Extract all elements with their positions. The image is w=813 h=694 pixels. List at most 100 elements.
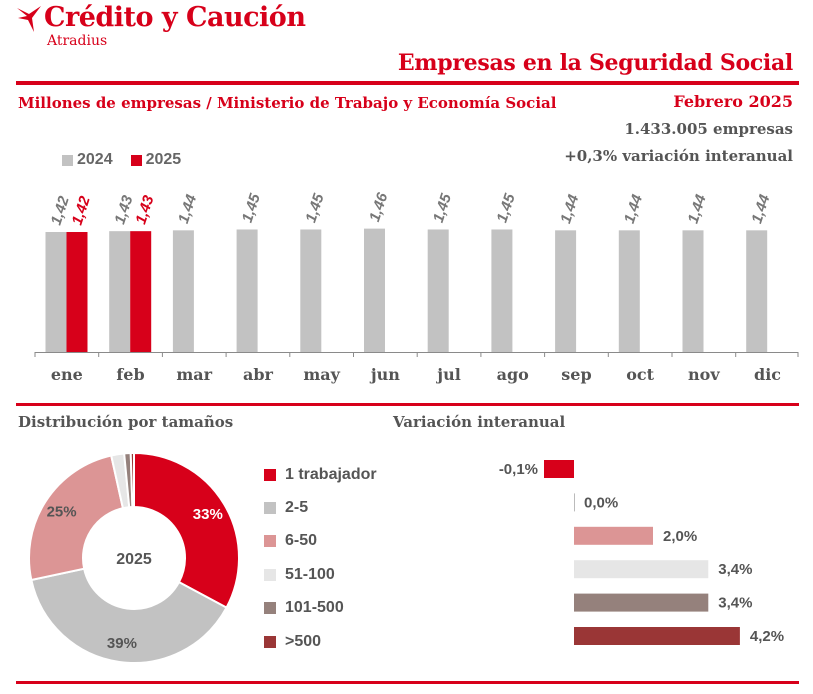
variation-label: -0,1% bbox=[499, 461, 538, 478]
size-label: 6-50 bbox=[285, 532, 318, 550]
brand-logo bbox=[16, 4, 42, 39]
size-legend-item: 6-50 bbox=[264, 525, 377, 558]
variation-bar-6 bbox=[574, 627, 740, 645]
brand-sub: Atradius bbox=[47, 33, 108, 49]
bar-2024-jun bbox=[364, 228, 385, 352]
x-tick-label: oct bbox=[626, 365, 654, 384]
size-label: 51-100 bbox=[285, 565, 335, 583]
x-tick-label: feb bbox=[116, 365, 144, 384]
distribution-title: Distribución por tamaños bbox=[18, 413, 234, 431]
header-rule bbox=[16, 81, 799, 85]
data-label-2024: 1,44 bbox=[621, 192, 646, 226]
x-tick-label: abr bbox=[243, 365, 274, 384]
bar-2024-ago bbox=[491, 229, 513, 352]
data-label-2024: 1,45 bbox=[430, 191, 455, 225]
size-legend-item: 51-100 bbox=[264, 558, 377, 591]
x-tick-label: ago bbox=[497, 365, 530, 384]
bar-2024-nov bbox=[682, 230, 704, 352]
variation-label: 3,4% bbox=[718, 595, 752, 612]
page-title: Empresas en la Seguridad Social bbox=[397, 50, 793, 76]
size-legend-item: >500 bbox=[264, 625, 377, 658]
size-label: 1 trabajador bbox=[285, 465, 377, 483]
bar-2024-abr bbox=[236, 229, 258, 352]
data-label-2025: 1,43 bbox=[132, 193, 157, 227]
x-tick-label: jun bbox=[369, 365, 400, 384]
variation-bar-4 bbox=[574, 560, 709, 579]
variation-label: 3,4% bbox=[718, 561, 752, 578]
variation-bar-2 bbox=[574, 493, 575, 512]
variation-label: 4,2% bbox=[750, 628, 784, 645]
x-tick-label: nov bbox=[688, 365, 720, 384]
variation-title: Variación interanual bbox=[393, 413, 566, 431]
size-swatch bbox=[264, 602, 276, 615]
legend-swatch-2024 bbox=[62, 154, 73, 166]
donut-slice-5 bbox=[123, 452, 134, 509]
legend-swatch-2025 bbox=[130, 154, 142, 166]
bar-2024-ene bbox=[45, 232, 67, 352]
bar-2024-sep bbox=[555, 230, 577, 352]
stat-variation: +0,3% variación interanual bbox=[564, 147, 793, 165]
data-label-2025: 1,42 bbox=[69, 194, 94, 228]
x-tick-label: dic bbox=[754, 365, 781, 384]
slice-label: 39% bbox=[107, 635, 137, 652]
variation-bar-3 bbox=[574, 526, 653, 545]
size-swatch bbox=[264, 635, 276, 648]
data-label-2024: 1,44 bbox=[685, 192, 710, 226]
monthly-bar-chart: ene1,421,42feb1,431,43mar1,44abr1,45may1… bbox=[34, 190, 799, 384]
legend-label-2025: 2025 bbox=[145, 151, 182, 168]
size-swatch bbox=[264, 535, 276, 548]
stat-total: 1.433.005 empresas bbox=[624, 120, 793, 138]
donut-slice-4 bbox=[110, 452, 131, 510]
size-label: >500 bbox=[285, 632, 322, 650]
period-label: Febrero 2025 bbox=[673, 92, 793, 111]
variation-label: 0,0% bbox=[584, 494, 618, 511]
donut-center-label: 2025 bbox=[116, 551, 152, 568]
data-label-2024: 1,44 bbox=[748, 192, 773, 226]
x-tick-label: sep bbox=[561, 365, 591, 384]
donut-slice-1 bbox=[133, 451, 240, 609]
size-swatch bbox=[264, 468, 276, 481]
bar-2024-jul bbox=[427, 229, 449, 352]
x-tick-label: ene bbox=[51, 365, 83, 384]
donut-slice-2 bbox=[30, 567, 228, 664]
donut-slice-3 bbox=[28, 454, 125, 582]
slice-label: 25% bbox=[47, 504, 77, 521]
size-legend-item: 1 trabajador bbox=[264, 458, 377, 491]
bar-2024-mar bbox=[172, 230, 194, 352]
middle-rule bbox=[16, 403, 799, 406]
size-legend-item: 101-500 bbox=[264, 592, 377, 625]
variation-bar-1 bbox=[544, 460, 574, 478]
x-tick-label: mar bbox=[176, 365, 212, 384]
bar-2024-may bbox=[300, 229, 322, 352]
logo-mark-icon bbox=[17, 6, 41, 32]
size-label: 2-5 bbox=[285, 499, 309, 517]
brand-name: Crédito y Caución bbox=[44, 2, 306, 33]
bar-2024-dic bbox=[746, 230, 768, 352]
legend-item-2025: 2025 bbox=[130, 151, 182, 169]
slice-label: 33% bbox=[193, 506, 223, 523]
variation-bar-5 bbox=[574, 593, 709, 612]
data-label-2024: 1,45 bbox=[302, 191, 327, 225]
chart-subtitle: Millones de empresas / Ministerio de Tra… bbox=[18, 94, 557, 112]
data-label-2024: 1,44 bbox=[175, 192, 200, 226]
size-legend: 1 trabajador 2-5 6-50 51-100 101-500 >50… bbox=[264, 458, 377, 658]
legend-label-2024: 2024 bbox=[77, 151, 113, 168]
data-label-2024: 1,46 bbox=[366, 190, 391, 224]
size-label: 101-500 bbox=[285, 599, 344, 617]
size-swatch bbox=[264, 502, 276, 515]
bar-2024-oct bbox=[618, 230, 640, 352]
variation-label: 2,0% bbox=[663, 528, 697, 545]
x-tick-label: may bbox=[303, 365, 340, 384]
legend-item-2024: 2024 bbox=[62, 151, 113, 169]
data-label-2024: 1,44 bbox=[557, 192, 582, 226]
data-label-2024: 1,45 bbox=[494, 191, 519, 225]
bar-2024-feb bbox=[109, 231, 131, 352]
size-swatch bbox=[264, 568, 276, 581]
bar-2025-feb bbox=[130, 231, 152, 352]
bar-legend: 2024 2025 bbox=[62, 151, 181, 169]
donut-slice-6 bbox=[129, 451, 135, 509]
size-legend-item: 2-5 bbox=[264, 491, 377, 524]
footer-rule bbox=[16, 681, 799, 684]
data-label-2024: 1,45 bbox=[239, 191, 264, 225]
bar-2025-ene bbox=[66, 232, 88, 352]
